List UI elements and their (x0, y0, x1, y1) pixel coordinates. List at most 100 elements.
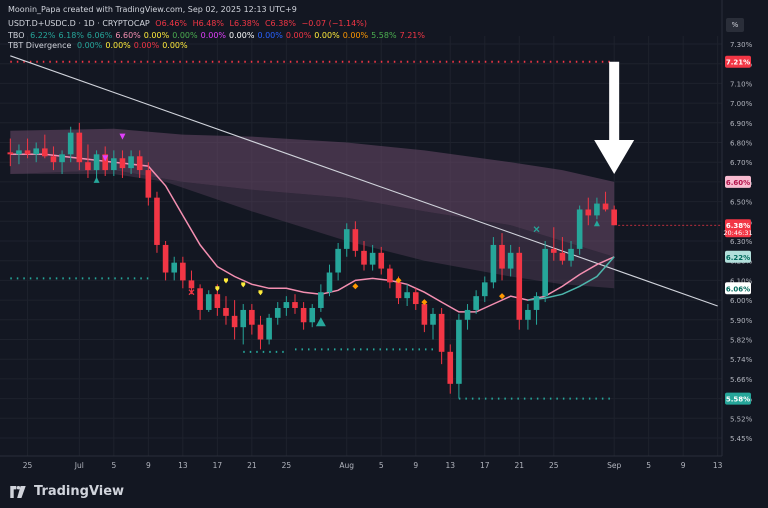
time-axis-tick: 5 (646, 461, 651, 470)
divergence-values: 0.00% 0.00% 0.00% 0.00% (77, 41, 191, 50)
candle-body (300, 307, 307, 323)
candle-body (594, 203, 600, 216)
axis-unit-button[interactable]: % (726, 18, 744, 32)
candle-body (85, 162, 91, 171)
candle (162, 241, 169, 281)
price-tag-box (725, 55, 751, 68)
time-axis-tick: 9 (146, 461, 151, 470)
tbo-value: 6.22% (30, 31, 56, 40)
time-axis-tick: 13 (713, 461, 723, 470)
candle-body (602, 203, 609, 210)
tbo-value: 0.00% (257, 31, 283, 40)
signal-triangle-down-icon (119, 133, 126, 140)
candle-body (576, 209, 583, 249)
price-tag: 5.58% (725, 392, 751, 405)
price-axis-tick: 5.45% (730, 435, 753, 443)
candle (257, 315, 264, 350)
price-axis-tick: 5.66% (730, 376, 753, 384)
creator-text: Moonin_Papa created with TradingView.com… (8, 5, 297, 14)
candle (568, 241, 574, 267)
candle (559, 237, 566, 265)
plot-area (0, 36, 722, 456)
candle (361, 241, 367, 271)
candle-body (490, 244, 497, 283)
candle (16, 144, 22, 165)
tbo-value: 0.00% (229, 31, 255, 40)
price-tag-label: 6.60% (726, 179, 750, 187)
candle (576, 205, 583, 255)
time-axis-tick: 25 (549, 461, 559, 470)
candle-body (361, 250, 367, 265)
candle-body (352, 229, 359, 251)
teal-ma-line (527, 256, 615, 301)
candle (481, 276, 488, 303)
tbo-values: 6.22% 6.18% 6.06% 6.60% 0.00% 0.00% 0.00% 0.00%… (30, 31, 428, 40)
candle (180, 256, 186, 289)
time-axis-tick: 17 (213, 461, 223, 470)
ohlc-close: C6.38% (264, 19, 296, 28)
candle-body (550, 248, 557, 253)
tbo-label[interactable]: TBO (8, 31, 25, 40)
price-tag-label: 5.58% (726, 396, 750, 404)
price-tag-label: 6.38% (726, 222, 750, 230)
candle (533, 292, 540, 325)
candle (300, 302, 307, 330)
candle (594, 197, 600, 220)
time-axis-tick: 13 (445, 461, 455, 470)
candle (525, 304, 531, 330)
candle-body (611, 209, 617, 226)
ohlc-low: L6.38% (229, 19, 260, 28)
symbol-name[interactable]: USDT.D+USDC.D · 1D · CRYPTOCAP (8, 19, 150, 28)
ohlc-change: −0.07 (−1.14%) (301, 19, 367, 28)
candle-body (283, 302, 290, 308)
candle-body (369, 252, 376, 265)
signal-cross-icon (188, 289, 195, 296)
tradingview-brand: TradingView (8, 484, 124, 499)
signal-cross-icon (533, 226, 540, 233)
candle-body (102, 154, 109, 171)
time-axis-tick: Sep (607, 461, 621, 470)
candle-body (421, 304, 428, 325)
candle-body (464, 309, 471, 320)
candle-body (335, 248, 341, 273)
candle (309, 304, 316, 328)
price-axis-tick: 5.82% (730, 337, 753, 345)
lower-cloud-band (10, 170, 615, 289)
candle-body (145, 170, 152, 198)
candle (24, 138, 31, 159)
tradingview-logo-icon (10, 485, 26, 498)
candle-body (274, 307, 281, 318)
candle-body (309, 307, 316, 323)
tbo-line: TBO 6.22% 6.18% 6.06% 6.60% 0.00% 0.00% 0.00% 0… (8, 31, 431, 40)
candle (266, 313, 272, 345)
candle (67, 126, 74, 163)
candle-body (447, 351, 454, 384)
candle (145, 162, 152, 206)
candle (171, 256, 178, 281)
signal-triangle-up-icon (315, 317, 326, 327)
tbo-value: 0.00% (172, 31, 198, 40)
candle (59, 150, 65, 175)
candle (249, 304, 255, 335)
candle-body (516, 252, 523, 320)
price-axis-tick: 6.80% (730, 140, 753, 148)
candle (369, 244, 376, 271)
signal-triangle-up-icon (593, 220, 600, 227)
candle-body (404, 292, 410, 299)
candle-body (499, 244, 505, 269)
candle-body (473, 296, 479, 310)
price-axis-tick: 6.50% (730, 199, 753, 207)
candle-body (42, 148, 48, 157)
candle-body (326, 272, 333, 293)
price-axis-tick: 5.74% (730, 356, 753, 364)
time-axis-tick: 21 (515, 461, 525, 470)
tbo-value: 0.00% (285, 31, 312, 40)
candle (197, 284, 203, 320)
candle-body (154, 197, 160, 245)
candle-body (231, 315, 238, 328)
candle-body (162, 244, 169, 273)
candle (326, 264, 333, 297)
tbo-value: 7.21% (399, 31, 425, 40)
divergence-label[interactable]: TBT Divergence (8, 41, 72, 50)
